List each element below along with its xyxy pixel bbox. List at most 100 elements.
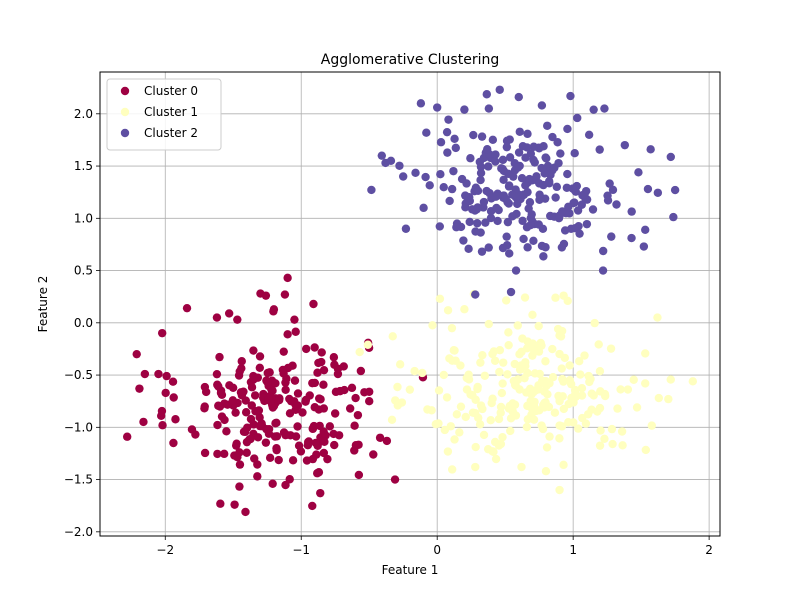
cluster-2-point [462, 179, 471, 188]
legend-marker [120, 128, 130, 138]
cluster-2-point [465, 217, 474, 227]
cluster-1-point [410, 366, 419, 376]
cluster-2-point [554, 158, 563, 168]
cluster-1-point [688, 377, 698, 386]
cluster-2-point [505, 135, 514, 144]
cluster-0-point [291, 327, 300, 336]
cluster-2-point [475, 157, 485, 167]
cluster-0-point [246, 434, 255, 444]
cluster-2-point [517, 174, 527, 183]
cluster-2-point [634, 168, 643, 177]
cluster-0-point [283, 330, 292, 339]
cluster-1-point [517, 462, 526, 472]
cluster-0-point [249, 374, 259, 383]
cluster-2-point [513, 163, 523, 172]
cluster-1-point [548, 372, 558, 382]
cluster-2-point [603, 196, 613, 205]
cluster-0-point [310, 403, 319, 412]
cluster-2-point [612, 200, 621, 209]
cluster-1-point [456, 402, 466, 411]
cluster-2-point [367, 185, 376, 195]
cluster-2-point [471, 290, 480, 299]
cluster-1-point [554, 391, 563, 401]
cluster-1-point [654, 393, 664, 403]
cluster-0-point [375, 433, 385, 442]
cluster-2-point [508, 212, 517, 221]
cluster-2-point [568, 184, 577, 193]
cluster-1-point [534, 385, 543, 394]
cluster-1-point [664, 394, 673, 404]
cluster-1-point [494, 414, 504, 424]
cluster-1-point [632, 403, 642, 412]
cluster-1-point [596, 426, 605, 435]
cluster-2-point [439, 183, 448, 192]
cluster-1-point [520, 373, 529, 383]
cluster-1-point [480, 371, 490, 380]
cluster-1-point [495, 346, 505, 355]
cluster-1-point [513, 321, 522, 330]
cluster-2-point [543, 121, 552, 130]
cluster-2-point [522, 223, 532, 232]
cluster-1-point [559, 377, 568, 386]
cluster-2-point [598, 266, 608, 275]
cluster-2-point [573, 113, 582, 123]
cluster-0-point [265, 453, 275, 463]
cluster-0-point [224, 309, 234, 318]
cluster-0-point [171, 415, 180, 424]
cluster-2-point [451, 143, 460, 153]
cluster-1-point [490, 356, 500, 365]
cluster-2-point [519, 234, 528, 244]
cluster-2-point [476, 175, 485, 185]
cluster-1-point [618, 441, 627, 450]
cluster-1-point [577, 384, 587, 393]
cluster-2-point [481, 218, 490, 227]
cluster-1-point [653, 313, 662, 322]
cluster-0-point [321, 431, 330, 440]
cluster-0-point [320, 437, 329, 447]
cluster-1-point [471, 462, 480, 472]
cluster-2-point [608, 185, 618, 195]
y-tick-label: 0.0 [74, 316, 93, 330]
cluster-1-point [488, 394, 497, 403]
legend-marker [120, 107, 130, 117]
cluster-1-point [564, 418, 573, 427]
cluster-0-point [253, 460, 262, 469]
cluster-0-point [301, 344, 311, 354]
cluster-2-point [377, 151, 386, 160]
cluster-0-point [339, 362, 348, 371]
cluster-1-point [483, 444, 493, 454]
cluster-1-point [443, 306, 453, 315]
cluster-1-point [557, 364, 566, 373]
cluster-1-point [555, 434, 564, 443]
cluster-1-point [439, 370, 448, 380]
cluster-1-point [559, 460, 568, 470]
cluster-1-point [543, 379, 552, 388]
x-axis-label: Feature 1 [382, 563, 439, 577]
cluster-1-point [478, 350, 487, 360]
cluster-0-point [351, 440, 361, 450]
y-tick-label: −0.5 [64, 368, 93, 382]
cluster-1-point [553, 324, 563, 334]
cluster-2-point [491, 150, 500, 159]
cluster-1-point [616, 385, 625, 394]
cluster-1-point [503, 370, 512, 379]
cluster-0-point [360, 388, 369, 397]
cluster-0-point [290, 315, 299, 324]
cluster-1-point [456, 361, 465, 370]
cluster-1-point [501, 296, 511, 305]
cluster-0-point [330, 409, 340, 418]
cluster-0-point [212, 313, 222, 322]
cluster-0-point [235, 482, 244, 491]
cluster-2-point [444, 115, 453, 124]
cluster-0-point [122, 432, 132, 441]
cluster-2-point [505, 249, 514, 258]
y-tick-label: 0.5 [74, 264, 93, 278]
cluster-1-point [473, 382, 482, 392]
cluster-2-point [551, 193, 560, 202]
cluster-2-point [422, 128, 431, 137]
cluster-1-point [499, 358, 508, 367]
cluster-0-point [257, 419, 266, 428]
cluster-2-point [502, 232, 511, 241]
cluster-1-point [510, 380, 520, 390]
cluster-0-point [278, 365, 288, 375]
